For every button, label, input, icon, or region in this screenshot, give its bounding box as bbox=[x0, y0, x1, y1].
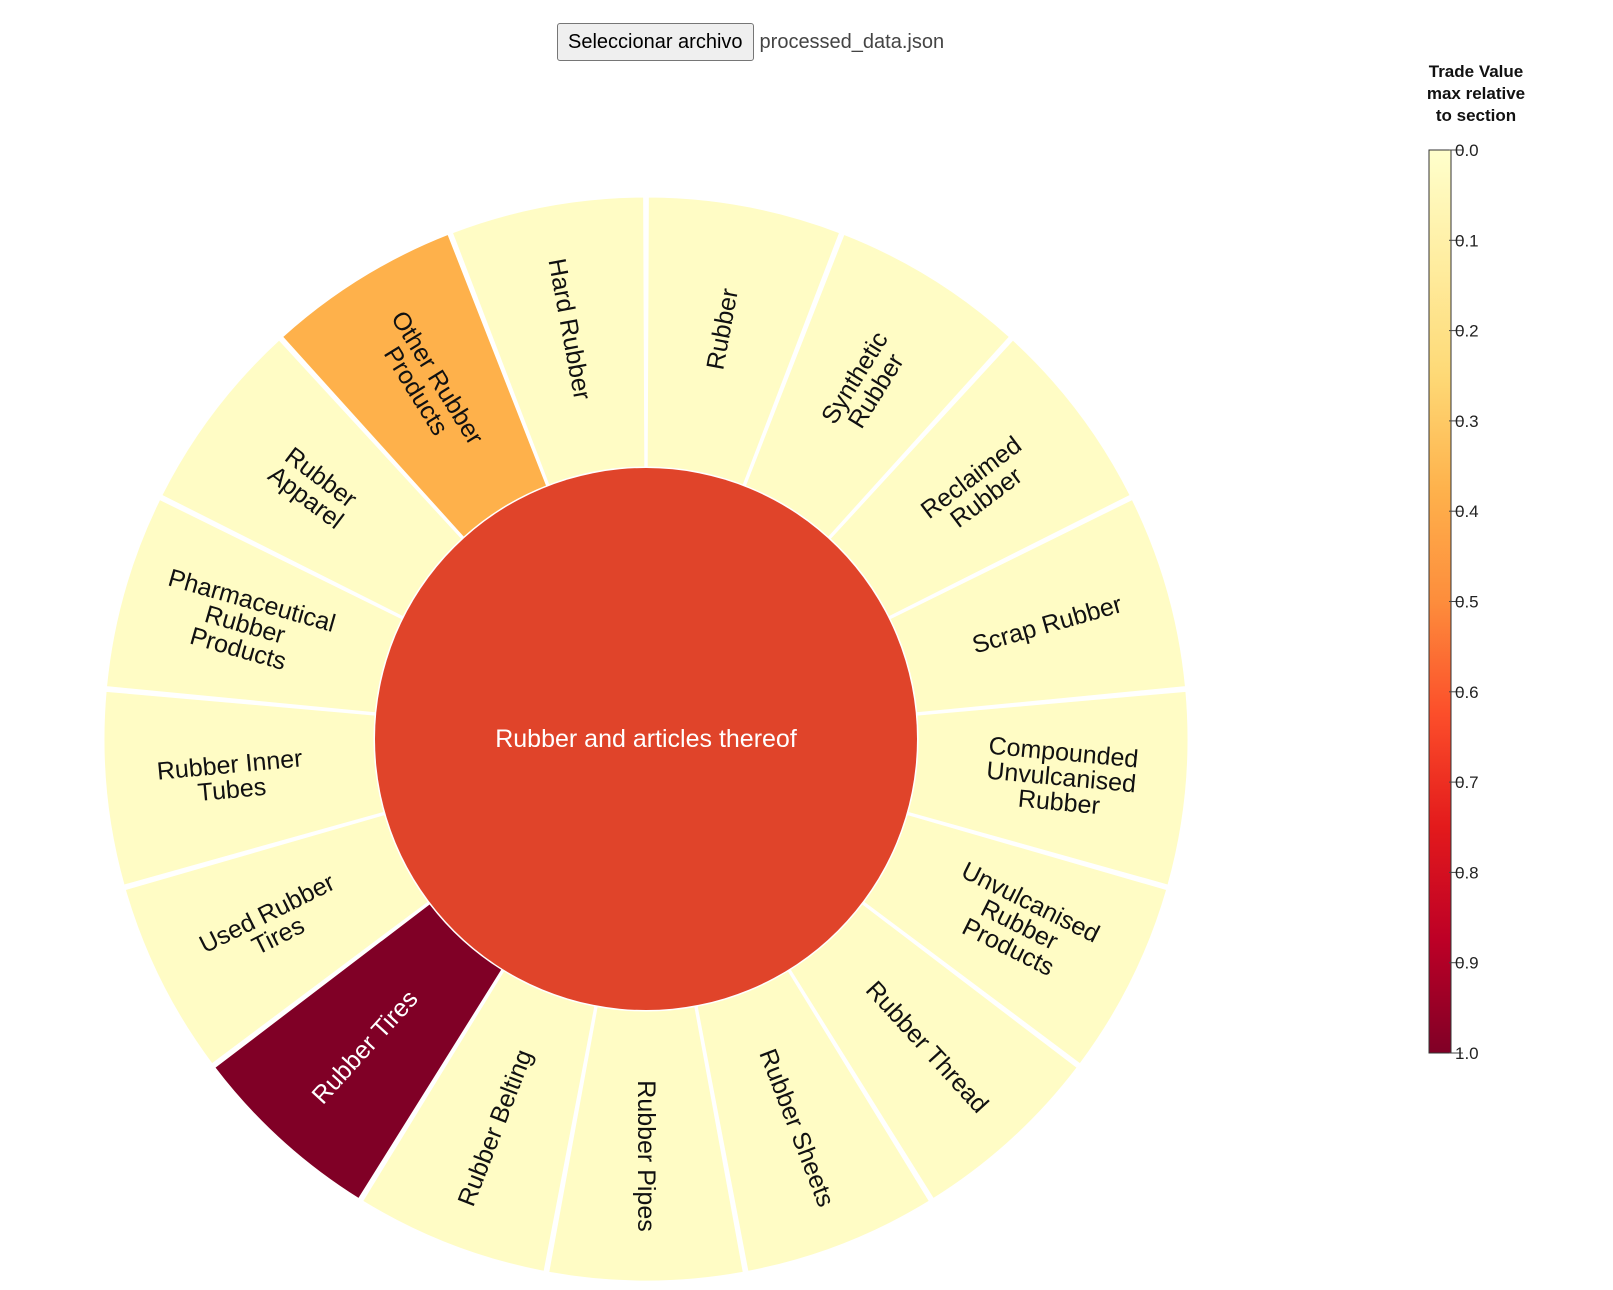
colorbar-ticks: 0.0 0.1 0.2 0.3 0.4 0.5 0.6 0.7 0.8 0.9 1.0 bbox=[1449, 141, 1479, 1063]
file-input[interactable]: Seleccionar archivo processed_data.json bbox=[557, 23, 944, 61]
segment-reclaimed-rubber[interactable] bbox=[829, 339, 1131, 618]
colorbar-tick-label: 0.6 bbox=[1455, 683, 1479, 702]
colorbar-tick-label: 0.0 bbox=[1455, 141, 1479, 160]
colorbar-title-line-1: Trade Value bbox=[1429, 62, 1524, 81]
segment-rubber-tires[interactable] bbox=[214, 903, 503, 1200]
segment-unvulcanised-rubber-products[interactable] bbox=[863, 813, 1168, 1065]
segment-used-rubber-tires[interactable] bbox=[124, 813, 429, 1065]
segment-scrap-rubber[interactable] bbox=[889, 498, 1187, 714]
colorbar-title-line-2: max relative bbox=[1427, 84, 1525, 103]
colorbar-title-line-3: to section bbox=[1436, 106, 1516, 125]
segment-rubber-pipes[interactable] bbox=[548, 1005, 744, 1282]
segment-pharmaceutical-rubber-products[interactable] bbox=[105, 498, 403, 714]
colorbar-gradient bbox=[1428, 149, 1452, 1054]
center-label: Rubber and articles thereof bbox=[495, 725, 797, 753]
segment-rubber-sheets[interactable] bbox=[696, 970, 931, 1272]
segment-rubber-belting[interactable] bbox=[361, 970, 596, 1272]
segment-hard-rubber[interactable] bbox=[451, 196, 646, 486]
center-segment[interactable] bbox=[375, 468, 917, 1010]
segment-other-rubber-products[interactable] bbox=[281, 233, 548, 538]
colorbar-tick-label: 0.5 bbox=[1455, 593, 1479, 612]
segment-rubber-apparel[interactable] bbox=[161, 339, 463, 618]
colorbar-tick-label: 0.1 bbox=[1455, 231, 1479, 250]
segment-rubber[interactable] bbox=[646, 196, 841, 486]
colorbar-tick-label: 0.4 bbox=[1455, 502, 1479, 521]
segment-rubber-inner-tubes[interactable] bbox=[103, 690, 385, 886]
colorbar-tick-label: 0.2 bbox=[1455, 322, 1479, 341]
colorbar: Trade Value max relative to section 0.00… bbox=[1427, 62, 1525, 1063]
colorbar-tick-label: 0.9 bbox=[1455, 954, 1479, 973]
colorbar-tick-label: 1.0 bbox=[1455, 1044, 1479, 1063]
sunburst-center: Rubber and articles thereof bbox=[375, 468, 917, 1010]
segment-label-rubber-pipes: Rubber Pipes bbox=[632, 1080, 660, 1231]
sunburst-ring: Rubber SyntheticRubberReclaimedRubberScra… bbox=[103, 196, 1189, 1282]
colorbar-tick-label: 0.3 bbox=[1455, 412, 1479, 431]
segment-rubber-thread[interactable] bbox=[789, 903, 1078, 1200]
segment-compounded-unvulcanised-rubber[interactable] bbox=[907, 690, 1189, 886]
colorbar-tick-label: 0.8 bbox=[1455, 863, 1479, 882]
selected-file-name: processed_data.json bbox=[759, 30, 945, 53]
select-file-button[interactable]: Seleccionar archivo bbox=[557, 23, 754, 61]
segment-synthetic-rubber[interactable] bbox=[744, 233, 1011, 538]
colorbar-tick-label: 0.7 bbox=[1455, 773, 1479, 792]
